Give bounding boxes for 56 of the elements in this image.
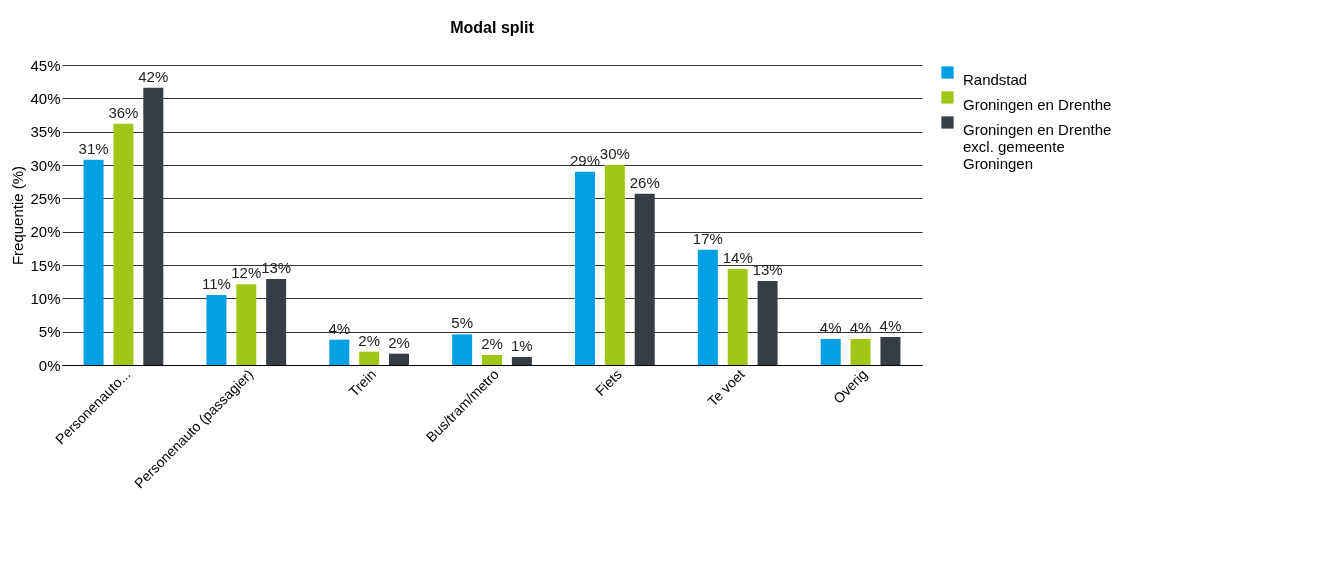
data-label: 26% <box>629 173 660 191</box>
data-label: 2% <box>388 333 410 351</box>
bar <box>206 295 227 365</box>
data-label: 14% <box>722 249 753 266</box>
bar <box>113 123 134 365</box>
data-label: 17% <box>692 229 723 247</box>
bar <box>575 171 595 365</box>
data-label: 36% <box>108 103 139 121</box>
bar <box>850 339 871 365</box>
bar <box>236 284 257 365</box>
bar <box>143 87 164 365</box>
data-label: 2% <box>358 331 380 349</box>
bar <box>727 269 748 365</box>
legend-label: Randstad <box>963 70 1028 88</box>
data-label: 2% <box>481 335 503 352</box>
y-tick-label: 40% <box>30 89 61 107</box>
y-tick-label: 0% <box>38 356 61 374</box>
y-tick-label: 35% <box>30 123 61 141</box>
bar <box>389 353 409 365</box>
x-tick-label: Te voet <box>704 366 748 410</box>
y-tick-label: 5% <box>38 323 61 341</box>
data-label: 4% <box>879 317 902 334</box>
y-axis-title: Frequentie (%) <box>9 165 27 266</box>
bar <box>511 357 532 365</box>
bar <box>266 279 287 365</box>
legend-label: Groningen en Drenthe <box>963 95 1112 113</box>
bar <box>634 193 655 365</box>
chart-title: Modal split <box>450 19 535 36</box>
bar <box>697 249 718 365</box>
data-label: 13% <box>752 261 783 278</box>
bar <box>359 351 380 365</box>
y-tick-label: 45% <box>30 56 61 74</box>
y-tick-label: 30% <box>30 156 61 174</box>
data-label: 5% <box>451 314 473 332</box>
bar <box>880 337 901 365</box>
bar <box>604 165 625 365</box>
data-label: 11% <box>201 275 231 292</box>
bar <box>329 339 350 365</box>
bar <box>757 281 778 365</box>
data-label: 42% <box>138 67 169 85</box>
bar <box>83 159 104 365</box>
bar <box>482 355 502 365</box>
y-tick-label: 10% <box>30 289 61 307</box>
bar <box>820 339 841 365</box>
data-label: 12% <box>231 264 262 282</box>
data-label: 31% <box>78 139 109 157</box>
data-label: 29% <box>569 151 601 169</box>
y-tick-label: 25% <box>30 189 61 207</box>
y-tick-label: 20% <box>30 223 61 241</box>
y-tick-label: 15% <box>30 256 61 274</box>
bar <box>452 334 473 365</box>
data-label: 1% <box>511 337 533 354</box>
legend-label: Groningen en Drenthe excl. gemeente Groningen <box>963 120 1112 172</box>
data-label: 30% <box>599 145 630 162</box>
data-label: 4% <box>819 319 842 336</box>
data-label: 4% <box>849 319 872 336</box>
